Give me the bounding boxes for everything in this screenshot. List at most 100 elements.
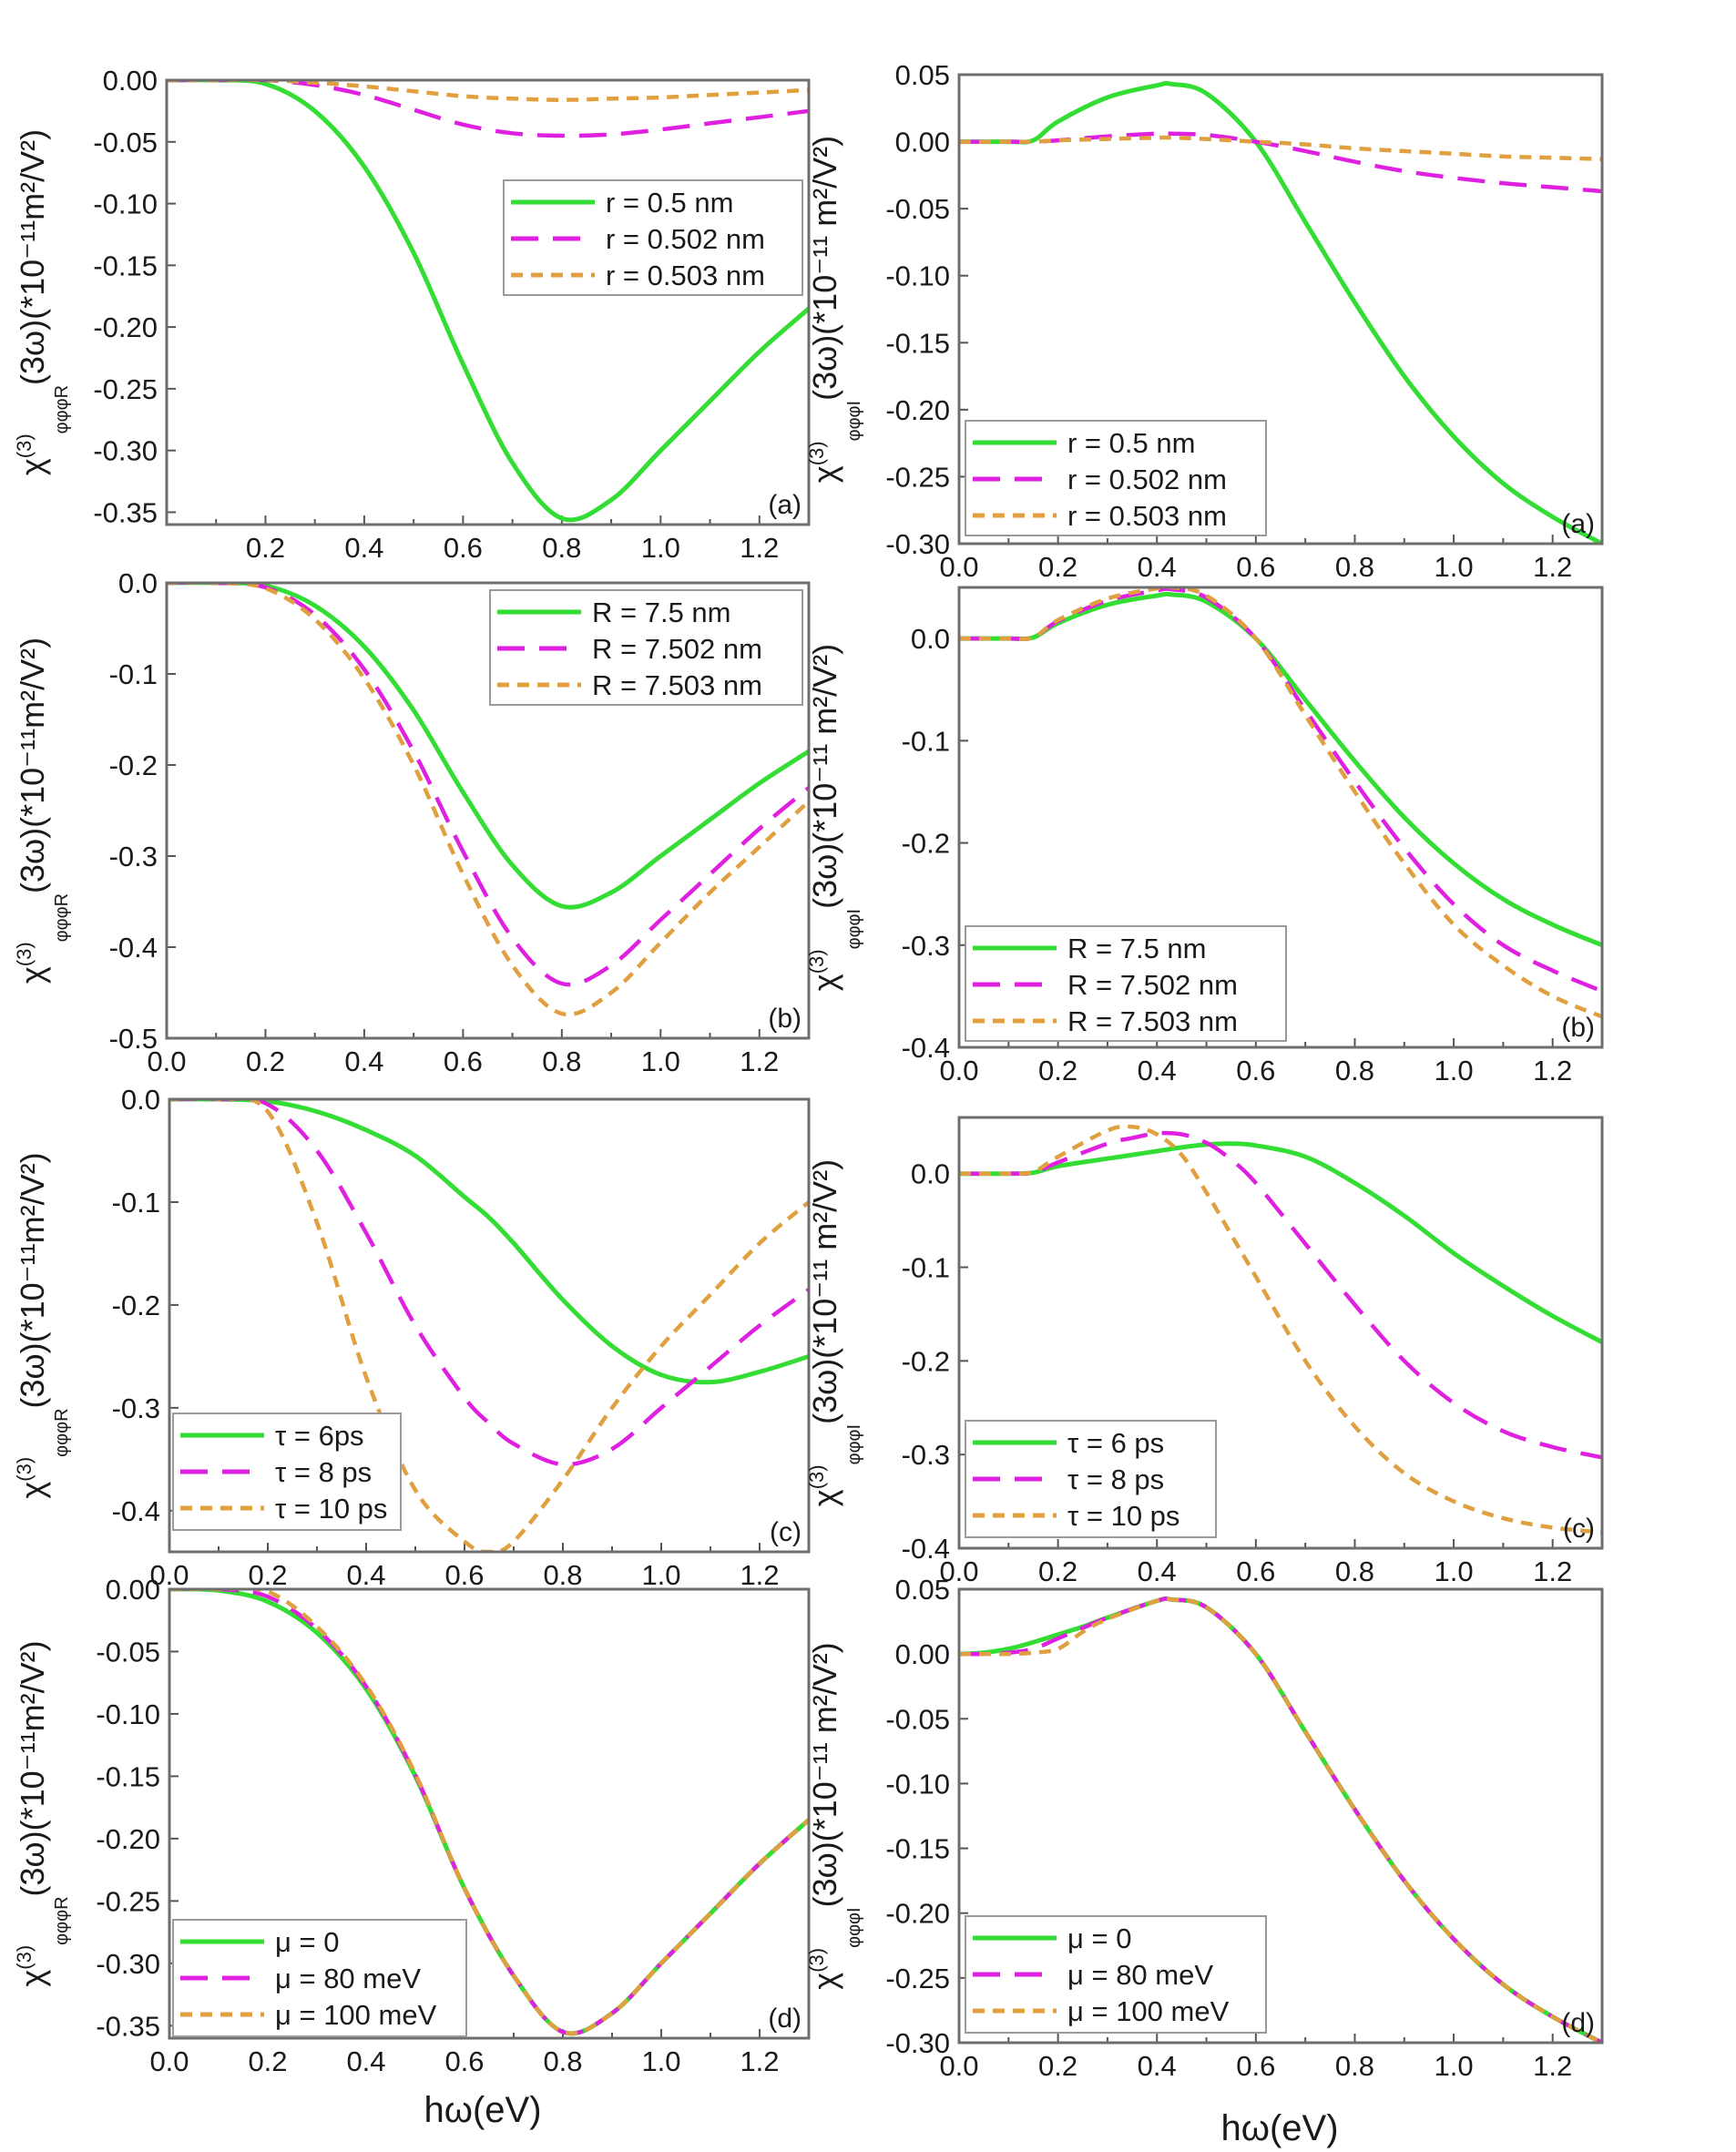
panel-left-b: 0.0 0.2 0.4 0.6 0.8 1.0 1.2 0.0 -0.1 -0.2 -0.3 -0.4…	[13, 567, 811, 1077]
x-tick-label: 0.2	[248, 2045, 287, 2077]
legend-label: r = 0.502 nm	[606, 223, 765, 255]
x-tick-label: 0.8	[1335, 551, 1374, 583]
x-tick-label: 1.0	[641, 1045, 680, 1077]
x-tick-label: 0.6	[444, 1559, 484, 1591]
y-tick-label: -0.20	[885, 394, 950, 426]
legend-label: τ = 8 ps	[1067, 1464, 1164, 1495]
plot-frame	[957, 73, 1604, 546]
legend: μ = 0 μ = 80 meV μ = 100 meV	[965, 1915, 1267, 2034]
series-line-orange	[959, 1596, 1602, 2043]
y-tick-label: -0.30	[96, 1948, 160, 1980]
series-line-green	[959, 1141, 1602, 1345]
y-axis-label: χ(3)φφφI(3ω)(*10⁻¹¹ m²/V²)	[805, 1642, 864, 1989]
series-line-orange	[959, 135, 1602, 161]
legend-label: μ = 80 meV	[1067, 1959, 1213, 1991]
plot-frame	[168, 1097, 811, 1554]
x-tick-label: 0.0	[149, 1559, 189, 1591]
series-line-magenta	[959, 587, 1602, 994]
legend-label: μ = 0	[1067, 1923, 1131, 1954]
y-tick-label: -0.3	[109, 841, 158, 872]
y-tick-label: -0.10	[885, 1768, 950, 1800]
x-tick-label: 1.2	[1533, 2050, 1572, 2082]
x-tick-label: 0.0	[939, 1055, 978, 1086]
x-tick-label: 0.8	[1335, 1055, 1374, 1086]
legend: R = 7.5 nm R = 7.502 nm R = 7.503 nm	[965, 925, 1287, 1042]
y-tick-label: -0.25	[885, 461, 950, 493]
x-tick-label: 0.2	[248, 1559, 287, 1591]
panel-label: (c)	[770, 1517, 802, 1547]
panel-label: (d)	[1561, 2008, 1595, 2038]
panel-right-b: 0.0 0.2 0.4 0.6 0.8 1.0 1.2 0.0 -0.1 -0.2 -0.3 -0.4…	[805, 586, 1604, 1086]
y-tick-label: -0.4	[112, 1495, 160, 1527]
y-tick-label: -0.20	[96, 1823, 160, 1855]
x-tick-label: 0.8	[1335, 1555, 1374, 1587]
y-tick-label: -0.15	[96, 1760, 160, 1792]
y-tick-label: -0.1	[902, 1252, 950, 1284]
y-axis-label: χ(3)φφφR(3ω)(*10⁻¹¹m²/V²)	[13, 129, 72, 475]
x-tick-label: 0.6	[444, 1045, 483, 1077]
x-tick-label: 1.2	[740, 1045, 779, 1077]
x-tick-label: 1.2	[740, 532, 779, 564]
y-axis-label: χ(3)φφφR(3ω)(*10⁻¹¹m²/V²)	[13, 1152, 72, 1498]
y-axis-label: χ(3)φφφR(3ω)(*10⁻¹¹m²/V²)	[13, 1640, 72, 1986]
y-tick-label: -0.10	[885, 260, 950, 292]
x-tick-label: 0.0	[939, 2050, 978, 2082]
x-tick-label: 1.0	[641, 2045, 680, 2077]
x-tick-label: 1.0	[1435, 1555, 1474, 1587]
panel-right-d: 0.0 0.2 0.4 0.6 0.8 1.0 1.2 0.05 0.00 -0.05 -0.10 -…	[805, 1574, 1604, 2082]
y-axis-label: χ(3)φφφI(3ω)(*10⁻¹¹ m²/V²)	[805, 1159, 864, 1506]
y-axis-label: χ(3)φφφI(3ω)(*10⁻¹¹ m²/V²)	[805, 644, 864, 991]
x-tick-label: 0.2	[246, 532, 285, 564]
x-tick-label: 1.2	[1533, 1555, 1572, 1587]
x-tick-label: 1.0	[1435, 1055, 1474, 1086]
legend-box	[965, 1420, 1217, 1538]
series-line-orange	[959, 587, 1602, 1019]
x-tick-label: 0.2	[1038, 1555, 1077, 1587]
legend-box	[172, 1919, 467, 2037]
panel-label: (c)	[1563, 1514, 1595, 1544]
y-tick-label: 0.00	[895, 127, 950, 158]
y-tick-label: -0.5	[109, 1023, 158, 1055]
panel-label: (a)	[768, 490, 802, 520]
y-tick-label: -0.05	[885, 193, 950, 225]
y-tick-label: -0.2	[902, 828, 950, 860]
y-tick-label: -0.3	[902, 930, 950, 962]
x-tick-label: 0.8	[543, 2045, 582, 2077]
plot-frame	[165, 78, 811, 526]
x-tick-label: 1.2	[1533, 551, 1572, 583]
x-axis-label-right: hω(eV)	[1220, 2108, 1338, 2148]
legend: r = 0.5 nm r = 0.502 nm r = 0.503 nm	[965, 420, 1267, 536]
x-tick-label: 0.2	[1038, 1055, 1077, 1086]
x-tick-label: 0.6	[1236, 2050, 1275, 2082]
x-axis-label-left: hω(eV)	[424, 2090, 541, 2130]
x-tick-label: 0.0	[149, 2045, 189, 2077]
x-tick-label: 1.2	[740, 2045, 779, 2077]
y-tick-label: 0.05	[895, 59, 950, 91]
y-tick-label: 0.0	[911, 1158, 950, 1190]
x-tick-label: 0.8	[542, 1045, 581, 1077]
x-tick-label: 0.4	[1138, 1055, 1177, 1086]
x-tick-label: 0.4	[1138, 2050, 1177, 2082]
y-tick-label: -0.1	[112, 1187, 160, 1219]
legend-label: r = 0.503 nm	[1067, 500, 1227, 532]
panel-right-a: 0.0 0.2 0.4 0.6 0.8 1.0 1.2 0.05 0.00 -0.05 -0.10 -…	[805, 59, 1604, 583]
legend-box	[172, 1413, 402, 1531]
panel-label: (b)	[1561, 1013, 1595, 1043]
x-tick-label: 0.6	[444, 532, 483, 564]
legend-label: μ = 80 meV	[275, 1963, 421, 1994]
y-tick-label: -0.25	[93, 373, 158, 405]
x-tick-label: 0.0	[147, 1045, 186, 1077]
legend-label: τ = 6ps	[275, 1420, 364, 1452]
legend-label: μ = 100 meV	[1067, 1995, 1230, 2027]
panel-label: (a)	[1561, 509, 1595, 539]
y-tick-label: -0.05	[93, 127, 158, 158]
y-tick-label: -0.15	[93, 250, 158, 281]
x-tick-label: 0.4	[344, 532, 383, 564]
legend-label: τ = 10 ps	[275, 1493, 387, 1525]
y-tick-label: -0.4	[109, 932, 158, 964]
series-line-magenta	[167, 583, 809, 987]
panel-left-c: 0.0 0.2 0.4 0.6 0.8 1.0 1.2 0.0 -0.1 -0.2 -0.3 -0.4…	[13, 1084, 811, 1591]
series-line-orange	[167, 583, 809, 1017]
